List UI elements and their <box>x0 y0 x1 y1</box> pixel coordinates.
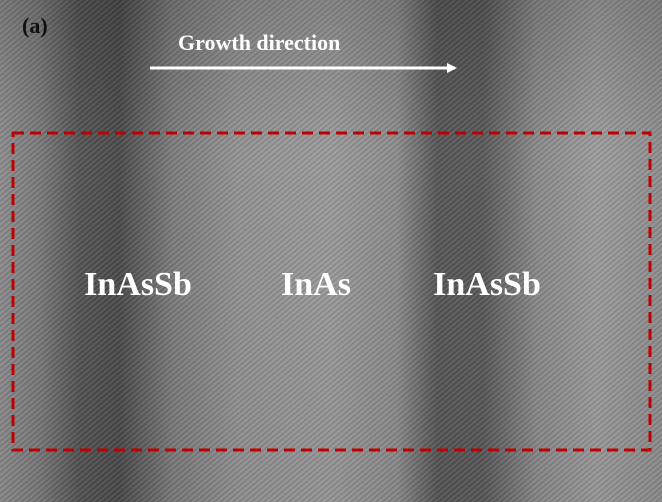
arrow-label: Growth direction <box>178 30 340 55</box>
panel-label: (a) <box>22 13 48 38</box>
shading <box>0 0 662 502</box>
micrograph: (a) Growth direction InAsSb InAs InAsSb <box>0 0 662 502</box>
region-label: InAsSb <box>433 266 541 303</box>
region-label: InAsSb <box>84 266 192 303</box>
region-label: InAs <box>281 266 351 303</box>
